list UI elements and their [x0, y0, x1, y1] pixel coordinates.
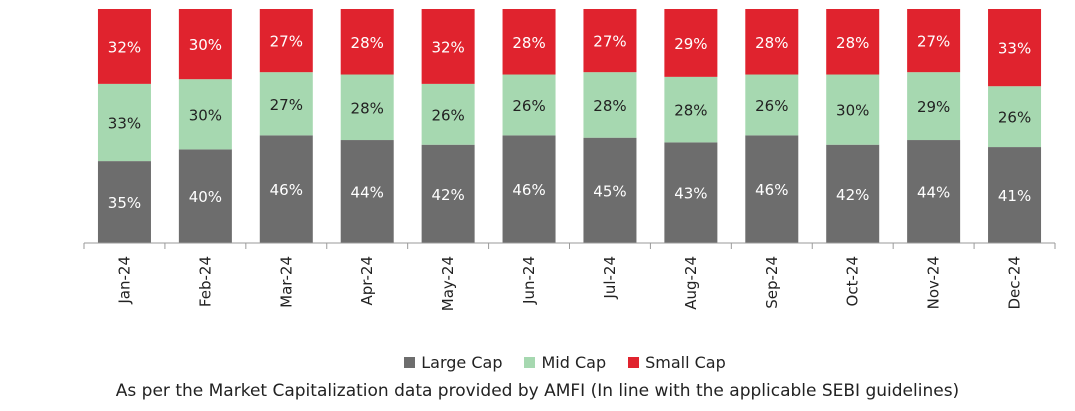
data-label-mid-cap-may-24: 26%	[431, 106, 464, 124]
bar-small-cap-sep-24	[745, 9, 799, 75]
data-label-mid-cap-nov-24: 29%	[917, 98, 950, 116]
bar-small-cap-jul-24	[583, 9, 637, 73]
data-label-mid-cap-jul-24: 28%	[593, 97, 626, 115]
bar-small-cap-feb-24	[178, 9, 232, 80]
bar-large-cap-jan-24	[97, 161, 151, 243]
legend-item-large-cap: Large Cap	[404, 353, 502, 372]
bar-mid-cap-aug-24	[664, 76, 718, 143]
legend-label-mid-cap: Mid Cap	[541, 353, 607, 372]
bar-mid-cap-jun-24	[502, 74, 556, 136]
bar-mid-cap-jan-24	[97, 83, 151, 162]
bar-mid-cap-may-24	[421, 83, 475, 145]
data-label-mid-cap-apr-24: 28%	[351, 99, 384, 117]
bar-mid-cap-feb-24	[178, 79, 232, 150]
x-tick-label-nov-24: Nov-24	[925, 256, 943, 309]
x-tick-label-aug-24: Aug-24	[682, 256, 700, 310]
x-tick-label-dec-24: Dec-24	[1006, 256, 1024, 310]
data-label-large-cap-apr-24: 44%	[351, 184, 384, 202]
data-label-large-cap-jun-24: 46%	[512, 181, 545, 199]
data-label-mid-cap-mar-24: 27%	[270, 96, 303, 114]
data-label-small-cap-jul-24: 27%	[593, 33, 626, 51]
data-label-small-cap-feb-24: 30%	[189, 36, 222, 54]
x-tick-label-jan-24: Jan-24	[115, 256, 133, 305]
bar-large-cap-jun-24	[502, 135, 556, 243]
data-label-small-cap-mar-24: 27%	[270, 33, 303, 51]
x-tick-label-jul-24: Jul-24	[601, 256, 619, 300]
bar-large-cap-mar-24	[259, 135, 313, 243]
legend-item-small-cap: Small Cap	[628, 353, 726, 372]
data-label-large-cap-mar-24: 46%	[270, 181, 303, 199]
bar-small-cap-oct-24	[826, 9, 880, 75]
x-tick-label-jun-24: Jun-24	[520, 256, 538, 305]
legend-label-small-cap: Small Cap	[645, 353, 726, 372]
data-label-small-cap-may-24: 32%	[431, 38, 464, 56]
data-label-mid-cap-jun-24: 26%	[512, 97, 545, 115]
data-label-small-cap-oct-24: 28%	[836, 34, 869, 52]
bar-large-cap-jul-24	[583, 137, 637, 243]
bar-large-cap-feb-24	[178, 149, 232, 243]
data-label-large-cap-dec-24: 41%	[998, 187, 1031, 205]
bar-mid-cap-jul-24	[583, 72, 637, 138]
x-tick-label-feb-24: Feb-24	[196, 256, 214, 307]
bar-mid-cap-oct-24	[826, 74, 880, 145]
bar-mid-cap-sep-24	[745, 74, 799, 136]
legend-swatch-large-cap	[404, 357, 416, 368]
data-label-small-cap-nov-24: 27%	[917, 33, 950, 51]
x-tick-label-oct-24: Oct-24	[844, 256, 862, 306]
data-label-small-cap-jan-24: 32%	[108, 38, 141, 56]
data-label-small-cap-dec-24: 33%	[998, 40, 1031, 58]
bar-large-cap-oct-24	[826, 144, 880, 243]
data-label-large-cap-sep-24: 46%	[755, 181, 788, 199]
bar-small-cap-apr-24	[340, 9, 394, 75]
legend-swatch-small-cap	[628, 357, 640, 368]
bar-small-cap-nov-24	[907, 9, 961, 73]
bar-large-cap-apr-24	[340, 140, 394, 243]
bar-large-cap-dec-24	[988, 147, 1042, 243]
bar-small-cap-may-24	[421, 9, 475, 84]
data-label-mid-cap-aug-24: 28%	[674, 102, 707, 120]
data-label-large-cap-feb-24: 40%	[189, 188, 222, 206]
data-label-small-cap-sep-24: 28%	[755, 34, 788, 52]
bar-small-cap-dec-24	[988, 9, 1042, 87]
data-label-large-cap-may-24: 42%	[431, 186, 464, 204]
bar-small-cap-mar-24	[259, 9, 313, 73]
bar-small-cap-aug-24	[664, 9, 718, 77]
bar-mid-cap-nov-24	[907, 72, 961, 141]
bar-large-cap-sep-24	[745, 135, 799, 243]
bar-mid-cap-apr-24	[340, 74, 394, 141]
data-label-large-cap-nov-24: 44%	[917, 184, 950, 202]
bar-mid-cap-mar-24	[259, 72, 313, 136]
data-label-mid-cap-sep-24: 26%	[755, 97, 788, 115]
data-label-mid-cap-jan-24: 33%	[108, 114, 141, 132]
data-label-mid-cap-feb-24: 30%	[189, 106, 222, 124]
x-tick-label-mar-24: Mar-24	[277, 256, 295, 308]
data-label-large-cap-aug-24: 43%	[674, 185, 707, 203]
data-label-small-cap-jun-24: 28%	[512, 34, 545, 52]
bar-large-cap-may-24	[421, 144, 475, 243]
bar-large-cap-nov-24	[907, 140, 961, 243]
legend-swatch-mid-cap	[524, 357, 536, 368]
bar-large-cap-aug-24	[664, 142, 718, 243]
chart-legend: Large Cap Mid Cap Small Cap	[0, 353, 1075, 372]
legend-label-large-cap: Large Cap	[421, 353, 503, 372]
bar-small-cap-jun-24	[502, 9, 556, 75]
data-label-small-cap-aug-24: 29%	[674, 35, 707, 53]
data-label-large-cap-jul-24: 45%	[593, 182, 626, 200]
data-label-large-cap-oct-24: 42%	[836, 186, 869, 204]
data-label-mid-cap-dec-24: 26%	[998, 109, 1031, 127]
bar-mid-cap-dec-24	[988, 86, 1042, 148]
footnote: As per the Market Capitalization data pr…	[115, 381, 960, 401]
x-tick-label-sep-24: Sep-24	[763, 256, 781, 309]
data-label-small-cap-apr-24: 28%	[351, 34, 384, 52]
data-label-mid-cap-oct-24: 30%	[836, 102, 869, 120]
x-tick-label-may-24: May-24	[439, 256, 457, 311]
x-tick-label-apr-24: Apr-24	[358, 256, 376, 306]
data-label-large-cap-jan-24: 35%	[108, 194, 141, 212]
legend-item-mid-cap: Mid Cap	[524, 353, 606, 372]
stacked-bar-chart: 35% 33% 32% Jan-24 40% 30% 30% Feb-24 46% 27% 27% M…	[83, 9, 1056, 311]
bar-small-cap-jan-24	[97, 9, 151, 84]
